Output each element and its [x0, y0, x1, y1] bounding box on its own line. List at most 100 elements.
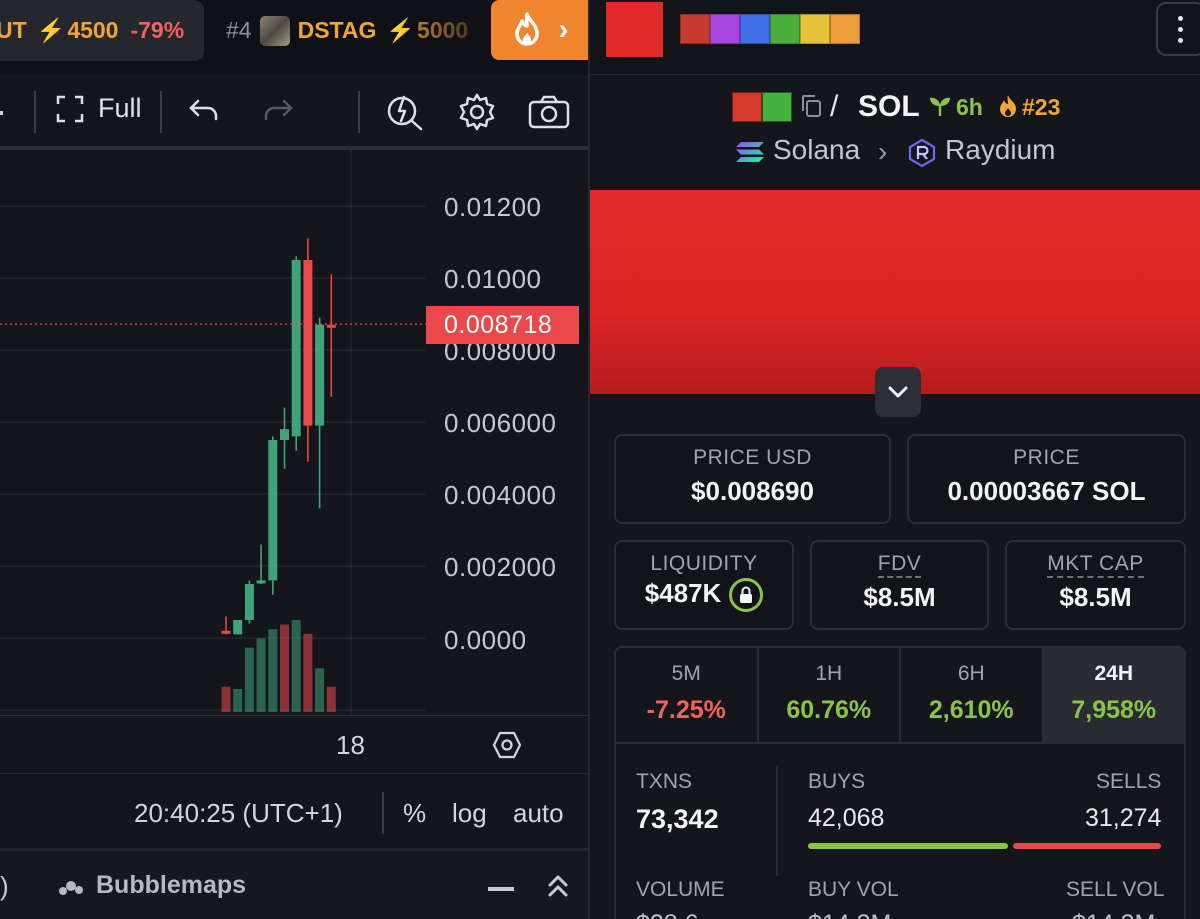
copy-icon[interactable]: [800, 94, 822, 118]
quote-symbol: SOL: [858, 90, 920, 123]
collapse-banner-button[interactable]: [875, 367, 921, 417]
liquidity-card: LIQUIDITY $487K: [614, 540, 794, 630]
candle-body: [233, 620, 243, 635]
lock-icon[interactable]: [729, 578, 764, 613]
toolbar-cut-icon: [0, 111, 3, 115]
candle-body: [221, 630, 231, 634]
time-axis[interactable]: 18: [0, 715, 588, 773]
metric-value: $8.5M: [1059, 582, 1132, 612]
last-price-tag: 0.008718: [426, 306, 579, 344]
fullscreen-icon: [56, 95, 84, 122]
metric-label: FDV: [877, 552, 922, 578]
ticker-boost-amount: 4500: [67, 17, 119, 43]
tab-fragment: ): [0, 871, 9, 901]
mkt-cap-card[interactable]: MKT CAP $8.5M: [1005, 540, 1186, 630]
metric-value: $487K: [644, 578, 722, 608]
volume-bar: [221, 686, 231, 712]
fdv-card[interactable]: FDV $8.5M: [810, 540, 989, 630]
toolbar-divider: [160, 91, 162, 133]
y-tick-label: 0.0000: [444, 625, 527, 655]
candle-body: [291, 260, 301, 437]
sells-value: 31,274: [1085, 804, 1162, 832]
bubblemaps-bar[interactable]: ) Bubblemaps: [0, 848, 588, 919]
chain-link[interactable]: Solana: [773, 134, 861, 165]
volume-bar: [256, 638, 266, 712]
auto-scale-toggle[interactable]: auto: [513, 798, 564, 828]
period-tabs: 5M -7.25% 1H 60.76% 6H 2,610% 24H 7,958%: [614, 646, 1186, 744]
volume-bar: [303, 633, 313, 712]
period-change: 7,958%: [1071, 696, 1157, 724]
token-banner: [590, 190, 1200, 394]
chevron-right-icon: ›: [558, 13, 569, 46]
trending-flame-icon: [1000, 95, 1016, 117]
token-thumbnail: [259, 15, 290, 46]
undo-icon[interactable]: [188, 97, 220, 125]
settings-gear-icon[interactable]: [458, 93, 496, 131]
tab-5m[interactable]: 5M -7.25%: [616, 648, 759, 742]
x-tick-label: 18: [336, 730, 365, 760]
minimize-icon[interactable]: [488, 887, 514, 891]
period-change: 60.76%: [786, 696, 872, 724]
dot: [1178, 27, 1183, 32]
tab-24h[interactable]: 24H 7,958%: [1043, 648, 1184, 742]
volume-label: VOLUME: [636, 878, 725, 901]
expand-up-icon[interactable]: [546, 873, 570, 899]
candle-body: [268, 440, 278, 581]
color-block: [770, 14, 800, 44]
chart-toolbar: Full: [0, 75, 588, 150]
candle-body: [326, 324, 336, 328]
candle-body: [244, 584, 254, 620]
trending-button[interactable]: ›: [491, 0, 588, 60]
raydium-icon: [908, 138, 936, 168]
redo-icon[interactable]: [262, 97, 294, 125]
dex-link[interactable]: Raydium: [945, 134, 1056, 165]
bubblemaps-icon: [59, 880, 83, 895]
trending-rank: #23: [1022, 94, 1061, 120]
y-tick-label: 0.01200: [444, 192, 542, 222]
tab-6h[interactable]: 6H 2,610%: [901, 648, 1044, 742]
fullscreen-button[interactable]: Full: [56, 93, 142, 124]
log-scale-toggle[interactable]: log: [452, 798, 487, 828]
percent-scale-toggle[interactable]: %: [403, 798, 427, 828]
sells-ratio-bar: [1013, 843, 1161, 849]
price-usd-card: PRICE USD $0.008690: [614, 434, 891, 524]
chart-panel: UT ⚡ 4500 -79% #4 DSTAG ⚡ 5000 ›: [0, 0, 588, 919]
tab-1h[interactable]: 1H 60.76%: [759, 648, 901, 742]
pair-info-panel: / SOL 6h #23 Solana › Raydium PRICE USD …: [588, 0, 1200, 919]
bolt-icon: ⚡: [36, 17, 66, 43]
metric-label: PRICE: [1013, 446, 1080, 469]
price-native-card: PRICE 0.00003667 SOL: [907, 434, 1186, 524]
camera-icon[interactable]: [528, 95, 570, 129]
period-label: 1H: [815, 662, 843, 685]
sell-vol-value: $14.3M: [1072, 910, 1155, 919]
ticker-item[interactable]: UT ⚡ 4500 -79%: [0, 0, 204, 61]
chevron-right-icon: ›: [878, 136, 888, 167]
more-menu-button[interactable]: [1156, 2, 1200, 56]
stats-divider: [776, 766, 778, 876]
toolbar-divider: [34, 91, 36, 133]
dot: [1178, 38, 1183, 43]
period-change: 2,610%: [928, 696, 1014, 724]
axis-settings-icon[interactable]: [492, 730, 522, 760]
ticker-fade: [420, 0, 500, 61]
buy-vol-value: $14.3M: [808, 910, 891, 919]
candle-body: [315, 324, 325, 426]
bubblemaps-tab[interactable]: Bubblemaps: [58, 871, 246, 900]
liquidity-row: $487K: [616, 578, 792, 613]
period-label: 5M: [671, 662, 701, 685]
chart-canvas: [0, 150, 426, 715]
color-block: [680, 14, 710, 44]
metric-label: LIQUIDITY: [650, 552, 758, 575]
indicator-search-icon[interactable]: [386, 89, 424, 131]
metric-label: PRICE USD: [693, 446, 812, 469]
txn-stats: TXNS 73,342 BUYS SELLS 42,068 31,274 VOL…: [614, 742, 1186, 919]
ticker-rank: #4: [226, 17, 252, 43]
metric-value: $0.008690: [691, 476, 814, 506]
volume-bar: [244, 647, 254, 712]
price-chart[interactable]: 0.01200 0.01000 0.008000 0.006000 0.0040…: [0, 150, 588, 715]
dot: [1178, 16, 1183, 21]
bubblemaps-title: Bubblemaps: [96, 871, 247, 899]
metric-value: $8.5M: [863, 582, 936, 612]
token-color-strip: [680, 14, 860, 44]
solana-icon: [736, 142, 764, 162]
